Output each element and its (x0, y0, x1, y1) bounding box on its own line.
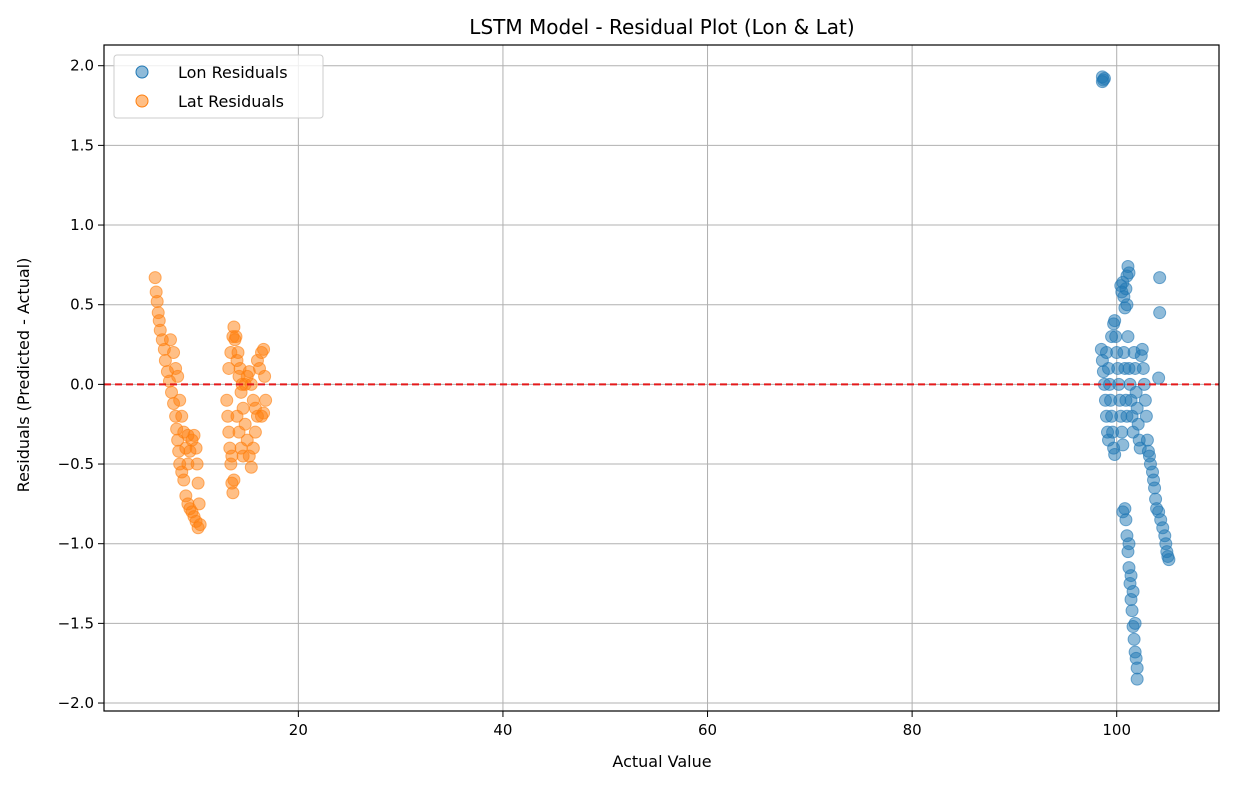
data-point (1131, 417, 1145, 431)
legend-label-lon: Lon Residuals (178, 63, 288, 82)
legend-label-lat: Lat Residuals (178, 92, 284, 111)
data-point (167, 346, 181, 360)
data-point (175, 409, 189, 423)
data-point (246, 441, 260, 455)
data-point (1138, 393, 1152, 407)
data-point (1095, 75, 1109, 89)
data-point (225, 449, 239, 463)
data-point (248, 425, 262, 439)
data-point (1130, 672, 1144, 686)
data-point (258, 369, 272, 383)
y-tick-label: 0.5 (70, 296, 94, 314)
data-point (227, 473, 241, 487)
plot-points (148, 70, 1176, 686)
data-point (191, 476, 205, 490)
data-point (1122, 537, 1136, 551)
data-point (1140, 433, 1154, 447)
data-point (1139, 409, 1153, 423)
data-point (150, 295, 164, 309)
data-point (148, 271, 162, 285)
y-tick-label: 1.0 (70, 216, 94, 234)
data-point (1118, 502, 1132, 516)
x-tick-label: 100 (1102, 721, 1131, 739)
data-point (192, 497, 206, 511)
data-point (1152, 371, 1166, 385)
data-point (1130, 661, 1144, 675)
data-point (231, 346, 245, 360)
data-point (193, 518, 207, 532)
data-point (181, 428, 195, 442)
data-point (173, 393, 187, 407)
x-tick-label: 20 (289, 721, 308, 739)
y-tick-label: 1.5 (70, 136, 94, 154)
series-lon (1094, 70, 1176, 686)
data-point (1121, 330, 1135, 344)
x-tick-label: 80 (903, 721, 922, 739)
y-tick-label: 2.0 (70, 57, 94, 75)
data-point (1108, 314, 1122, 328)
y-axis-ticks: −2.0 −1.5 −1.0 −0.5 0.0 0.5 1.0 1.5 2.0 (58, 57, 104, 712)
x-tick-label: 60 (698, 721, 717, 739)
data-point (1119, 282, 1133, 296)
data-point (232, 425, 246, 439)
data-point (236, 449, 250, 463)
data-point (259, 393, 273, 407)
data-point (1125, 604, 1139, 618)
data-point (190, 457, 204, 471)
data-point (230, 409, 244, 423)
data-point (1122, 266, 1136, 280)
y-tick-label: −2.0 (58, 694, 94, 712)
data-point (1153, 271, 1167, 285)
legend-box (113, 54, 324, 119)
data-point (1127, 632, 1141, 646)
plot-frame (103, 44, 1220, 712)
data-point (1116, 438, 1130, 452)
data-point (1148, 481, 1162, 495)
grid-lines (104, 45, 1219, 711)
data-point (171, 369, 185, 383)
data-point (257, 342, 271, 356)
y-tick-label: −0.5 (58, 455, 94, 473)
data-point (1135, 342, 1149, 356)
x-tick-label: 40 (493, 721, 512, 739)
data-point (163, 333, 177, 347)
y-tick-label: 0.0 (70, 375, 94, 393)
data-point (1128, 616, 1142, 630)
data-point (1119, 513, 1133, 527)
data-point (1136, 361, 1150, 375)
data-point (177, 473, 191, 487)
y-tick-label: −1.0 (58, 535, 94, 553)
data-point (1129, 385, 1143, 399)
data-point (1153, 306, 1167, 320)
data-point (1162, 553, 1176, 567)
data-point (1130, 401, 1144, 415)
data-point (244, 460, 258, 474)
data-point (1115, 425, 1129, 439)
chart-title: LSTM Model - Residual Plot (Lon & Lat) (469, 15, 854, 39)
legend: Lon Residuals Lat Residuals (113, 54, 324, 119)
data-point (1108, 447, 1122, 461)
x-axis-label: Actual Value (612, 752, 711, 771)
data-point (255, 409, 269, 423)
data-point (226, 486, 240, 500)
data-point (220, 393, 234, 407)
legend-marker-lon (135, 65, 149, 79)
data-point (1120, 298, 1134, 312)
x-axis-ticks: 20 40 60 80 100 (289, 711, 1131, 739)
data-point (1124, 569, 1138, 583)
data-point (1126, 585, 1140, 599)
data-point (229, 330, 243, 344)
y-axis-label: Residuals (Predicted - Actual) (14, 258, 33, 493)
data-point (233, 361, 247, 375)
legend-marker-lat (135, 94, 149, 108)
series-lat (148, 271, 273, 535)
y-tick-label: −1.5 (58, 614, 94, 632)
data-point (183, 444, 197, 458)
data-point (1109, 330, 1123, 344)
